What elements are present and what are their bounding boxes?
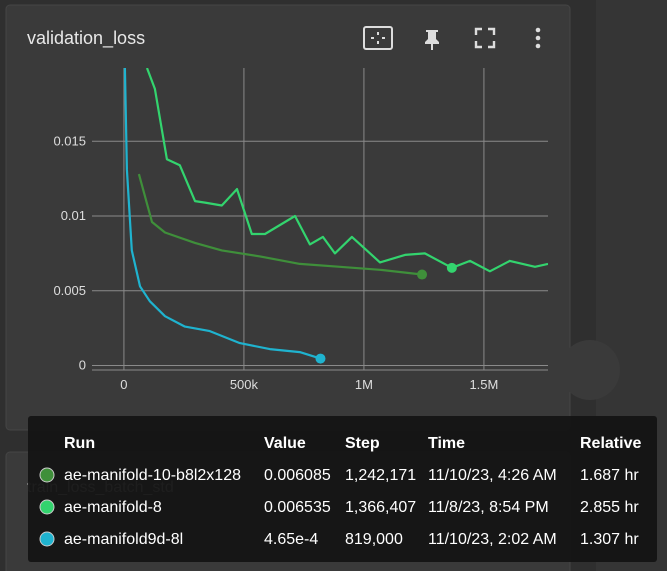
tooltip-cell: 11/10/23, 2:02 AM [428, 531, 557, 548]
tooltip-background [28, 416, 657, 562]
pin-button[interactable] [425, 30, 439, 50]
tooltip-cell: 11/10/23, 4:26 AM [428, 467, 557, 484]
hover-point [315, 353, 326, 364]
tooltip-cell: 0.006535 [264, 499, 331, 516]
x-tick-label: 1M [355, 377, 373, 392]
run-swatch [39, 467, 55, 483]
tooltip-cell: 0.006085 [264, 467, 331, 484]
plot: 0 0.005 0.01 0.015 0 500k 1M 1.5M [53, 68, 548, 392]
tooltip: Run Value Step Time Relative ae-manifold-10-b… [28, 416, 657, 562]
tooltip-header: Step [345, 435, 380, 452]
series-line [145, 68, 548, 273]
fit-domain-button[interactable] [363, 26, 393, 50]
tooltip-run: ae-manifold-10-b8l2x128 [64, 467, 241, 484]
x-tick-label: 0 [120, 377, 127, 392]
y-tick-label: 0.005 [53, 283, 86, 298]
scroll-handle[interactable] [560, 340, 620, 400]
y-tick-label: 0.01 [61, 208, 86, 223]
tooltip-cell: 1,366,407 [345, 499, 416, 516]
tooltip-cell: 1.307 hr [580, 531, 639, 548]
x-tick-label: 500k [230, 377, 259, 392]
y-tick-label: 0 [79, 358, 86, 373]
run-swatch [39, 531, 55, 547]
tooltip-run: ae-manifold-8 [64, 499, 162, 516]
tooltip-cell: 4.65e-4 [264, 531, 318, 548]
tooltip-header: Time [428, 435, 465, 452]
tooltip-cell: 11/8/23, 8:54 PM [428, 499, 549, 516]
x-tick-label: 1.5M [469, 377, 498, 392]
card-title: validation_loss [27, 28, 145, 49]
tooltip-cell: 819,000 [345, 531, 403, 548]
more-menu-button[interactable] [535, 27, 541, 49]
hover-point [417, 269, 428, 280]
run-swatch [39, 499, 55, 515]
tooltip-run: ae-manifold9d-8l [64, 531, 183, 548]
series-line [137, 173, 423, 276]
hover-point [446, 262, 457, 273]
tooltip-cell: 1.687 hr [580, 467, 639, 484]
tooltip-header: Relative [580, 435, 641, 452]
fullscreen-button[interactable] [474, 27, 496, 49]
tooltip-header: Run [64, 435, 95, 452]
series-line [123, 68, 321, 360]
y-tick-label: 0.015 [53, 133, 86, 148]
tooltip-cell: 2.855 hr [580, 499, 639, 516]
tooltip-cell: 1,242,171 [345, 467, 416, 484]
card [5, 4, 571, 431]
tooltip-header: Value [264, 435, 306, 452]
